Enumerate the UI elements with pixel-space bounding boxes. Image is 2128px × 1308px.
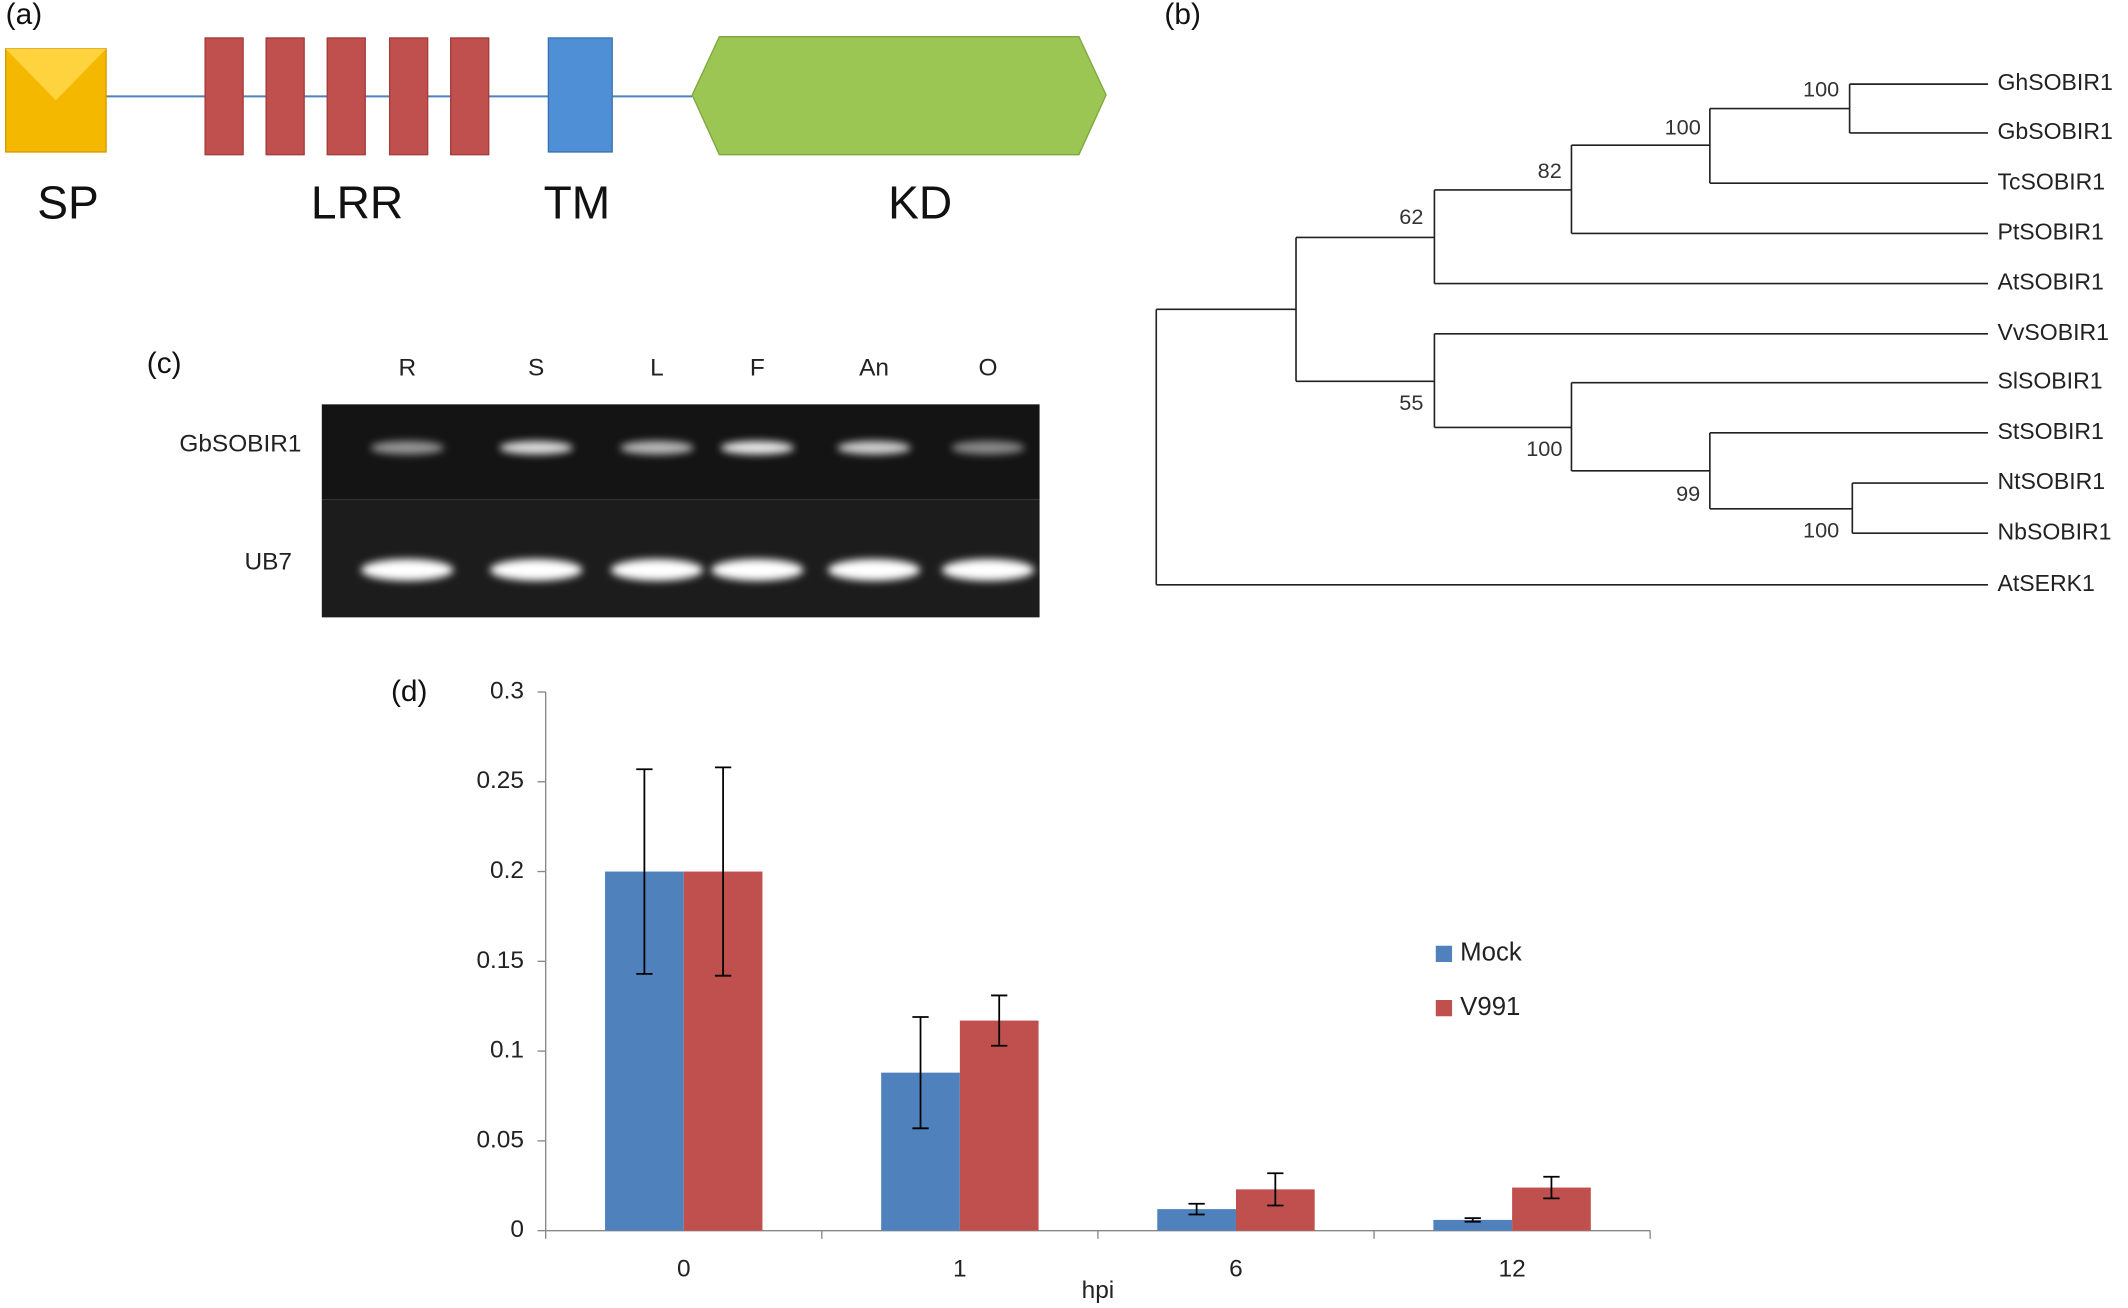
bootstrap: 100	[1665, 115, 1701, 140]
tm-domain	[547, 37, 613, 153]
sp-shade	[5, 48, 107, 101]
leaf-label: NtSOBIR1	[1998, 468, 2106, 494]
leaf-label: AtSERK1	[1998, 570, 2095, 596]
legend-label: Mock	[1460, 939, 1522, 967]
panel-label: (d)	[391, 675, 427, 708]
y-tick-label: 0.05	[476, 1126, 524, 1153]
error-bar	[1267, 1172, 1284, 1207]
band	[620, 440, 694, 455]
leaf-label: StSOBIR1	[1998, 418, 2104, 444]
lrr-box	[204, 37, 244, 156]
bootstrap: 62	[1399, 204, 1423, 229]
panel-label: (a)	[6, 0, 42, 31]
band	[720, 440, 794, 455]
y-tick-label: 0.2	[490, 857, 524, 884]
lane-label: F	[750, 355, 765, 382]
bar	[1157, 1209, 1236, 1231]
gel-bottom	[321, 499, 1040, 618]
leaf-label: PtSOBIR1	[1998, 218, 2104, 244]
lrr-box	[265, 37, 305, 156]
band	[827, 559, 921, 581]
x-tick-label: 1	[953, 1255, 967, 1282]
bootstrap: 99	[1676, 481, 1700, 506]
error-bar	[714, 766, 732, 977]
lane-label: O	[979, 355, 998, 382]
y-tick-label: 0.1	[490, 1037, 524, 1064]
bar	[959, 1020, 1039, 1231]
leaf-label: GhSOBIR1	[1998, 69, 2113, 95]
legend-swatch	[1435, 999, 1453, 1017]
tree-branches	[1155, 83, 1989, 586]
lane-label: An	[859, 355, 889, 382]
x-tick-label: 12	[1499, 1255, 1526, 1282]
legend-swatch	[1435, 945, 1453, 963]
gene-label: GbSOBIR1	[179, 430, 301, 457]
band	[951, 440, 1025, 455]
error-bar	[912, 1016, 929, 1130]
phylogenetic-tree: GhSOBIR1 GbSOBIR1 TcSOBIR1 PtSOBIR1 AtSO…	[1155, 69, 2113, 596]
y-tick-label: 0	[510, 1216, 524, 1243]
lanes: R S L F An O	[361, 355, 1035, 581]
bootstrap: 100	[1803, 518, 1839, 543]
y-tick-label: 0.15	[476, 947, 524, 974]
band	[499, 440, 573, 455]
bootstrap: 82	[1538, 158, 1562, 183]
band	[941, 559, 1035, 581]
x-tick-label: 6	[1229, 1255, 1243, 1282]
band	[490, 559, 583, 581]
band	[370, 440, 444, 455]
panel-label: (c)	[147, 347, 182, 380]
legend-label: V991	[1460, 993, 1520, 1021]
error-bar	[1543, 1175, 1560, 1200]
domain-diagram: SP LRR TM KD	[4, 35, 1107, 228]
gel: GbSOBIR1 UB7 R S L F An O	[179, 355, 1040, 618]
error-bar	[1188, 1202, 1205, 1216]
leaf-label: TcSOBIR1	[1998, 168, 2106, 194]
bootstrap: 100	[1803, 77, 1839, 102]
leaf-label: NbSOBIR1	[1998, 518, 2112, 544]
domain-label: KD	[888, 176, 952, 228]
band	[711, 559, 804, 581]
leaf-label: VvSOBIR1	[1998, 319, 2109, 345]
lrr-box	[450, 37, 490, 156]
y-tick-label: 0.25	[476, 767, 524, 794]
gene-label: UB7	[244, 549, 291, 576]
domain-label: SP	[37, 176, 99, 228]
lane-label: S	[528, 355, 544, 382]
leaf-label: AtSOBIR1	[1998, 269, 2104, 295]
bootstrap: 55	[1399, 390, 1423, 415]
band	[361, 559, 454, 581]
y-tick-label: 0.3	[490, 677, 524, 704]
error-bar	[636, 768, 653, 975]
lrr-box	[326, 37, 366, 156]
kd-domain	[691, 35, 1107, 156]
panel-label: (b)	[1164, 0, 1200, 31]
bar-chart: 0 0.05 0.1 0.15 0.2 0.25 0.3 0 1 6 12 hpi Mock V991	[476, 677, 1651, 1304]
band	[610, 559, 704, 581]
lrr-box	[388, 37, 429, 156]
lane-label: L	[650, 355, 664, 382]
leaf-label: SlSOBIR1	[1998, 368, 2103, 394]
band	[837, 440, 911, 455]
domain-label: TM	[544, 176, 611, 228]
error-bar	[1464, 1217, 1481, 1223]
x-tick-label: 0	[677, 1255, 691, 1282]
error-bar	[991, 994, 1008, 1047]
leaf-label: GbSOBIR1	[1998, 118, 2113, 144]
lane-label: R	[398, 355, 416, 382]
bootstrap: 100	[1526, 436, 1562, 461]
x-axis-label: hpi	[1082, 1277, 1115, 1304]
domain-label: LRR	[311, 176, 403, 228]
bar	[1433, 1219, 1513, 1231]
lrr-domains	[204, 37, 490, 156]
